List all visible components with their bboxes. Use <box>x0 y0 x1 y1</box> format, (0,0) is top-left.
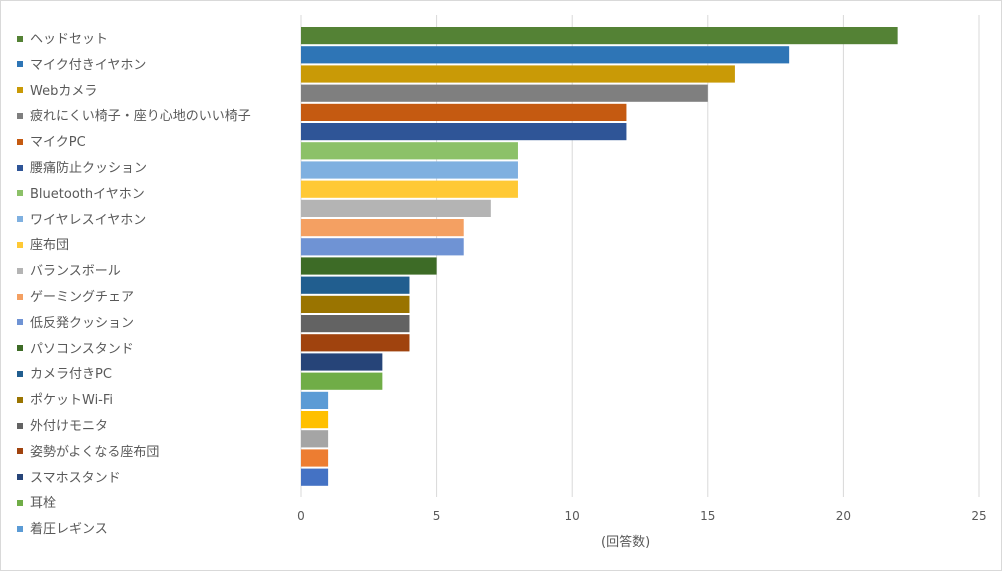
legend-item: スマホスタンド <box>17 469 121 489</box>
legend-item: パソコンスタンド <box>17 340 134 360</box>
bar <box>301 257 437 275</box>
legend-item: 低反発クッション <box>17 314 134 334</box>
legend-swatch <box>17 370 23 377</box>
bar <box>301 334 410 352</box>
legend-swatch <box>17 396 23 403</box>
legend-item: ゲーミングチェア <box>17 288 134 308</box>
legend-swatch <box>17 241 23 248</box>
legend-item: マイクPC <box>17 133 86 153</box>
bar <box>301 142 518 160</box>
legend-item: カメラ付きPC <box>17 365 112 385</box>
bar <box>301 430 329 448</box>
legend-item: 疲れにくい椅子・座り心地のいい椅子 <box>17 107 251 127</box>
legend-swatch <box>17 112 23 119</box>
x-tick-label: 15 <box>700 509 715 523</box>
legend-label: ゲーミングチェア <box>30 290 135 305</box>
legend-label: パソコンスタンド <box>30 341 134 357</box>
legend-swatch <box>17 87 23 94</box>
legend-item: Bluetoothイヤホン <box>17 185 145 205</box>
legend-item: 耳栓 <box>17 494 56 514</box>
legend-swatch <box>17 345 23 352</box>
x-tick-label: 20 <box>836 509 851 523</box>
bar <box>301 65 735 83</box>
legend-item: 座布団 <box>17 236 69 256</box>
x-tick-label: 5 <box>433 509 441 523</box>
legend-item: 着圧レギンス <box>17 520 108 540</box>
legend-label: 疲れにくい椅子・座り心地のいい椅子 <box>30 109 251 125</box>
legend-label: 座布団 <box>30 238 70 254</box>
legend-label: 低反発クッション <box>30 315 135 331</box>
legend-swatch <box>17 61 23 68</box>
legend-label: ワイヤレスイヤホン <box>30 212 147 228</box>
legend-item: 姿勢がよくなる座布団 <box>17 443 159 463</box>
legend-label: 耳栓 <box>30 496 57 512</box>
legend-swatch <box>17 422 23 429</box>
x-tick-label: 10 <box>565 509 580 523</box>
legend-swatch <box>17 525 23 532</box>
bar <box>301 199 491 217</box>
legend-label: Bluetoothイヤホン <box>30 186 145 202</box>
legend-item: ワイヤレスイヤホン <box>17 211 146 231</box>
bar <box>301 123 627 141</box>
bar <box>301 468 329 486</box>
bar <box>301 449 329 467</box>
legend-label: バランスボール <box>30 264 121 280</box>
legend-swatch <box>17 164 23 171</box>
bar <box>301 295 410 313</box>
legend-label: 腰痛防止クッション <box>30 161 148 176</box>
bar <box>301 103 627 121</box>
bar <box>301 315 410 333</box>
legend-label: 着圧レギンス <box>30 522 108 538</box>
legend-swatch <box>17 448 23 455</box>
x-tick-label: 0 <box>297 509 305 523</box>
legend-item: ポケットWi-Fi <box>17 391 113 411</box>
bar <box>301 46 790 64</box>
bar <box>301 238 464 256</box>
legend-label: ポケットWi-Fi <box>30 393 114 409</box>
legend-label: スマホスタンド <box>30 470 121 486</box>
legend-swatch <box>17 474 23 481</box>
bar <box>301 372 383 390</box>
legend-swatch <box>17 35 23 42</box>
legend-item: マイク付きイヤホン <box>17 56 146 76</box>
bar <box>301 161 518 179</box>
legend-item: ヘッドセット <box>17 30 108 50</box>
legend-label: 姿勢がよくなる座布団 <box>30 444 160 460</box>
legend-label: マイク付きイヤホン <box>30 57 147 73</box>
legend-item: バランスボール <box>17 262 121 282</box>
legend-item: 腰痛防止クッション <box>17 159 147 179</box>
legend-swatch <box>17 190 23 197</box>
legend-label: ヘッドセット <box>30 32 109 47</box>
bar <box>301 411 329 429</box>
legend-label: マイクPC <box>30 135 86 151</box>
legend-item: 外付けモニタ <box>17 417 108 437</box>
bar <box>301 27 898 45</box>
x-tick-label: 25 <box>971 509 986 523</box>
bar <box>301 276 410 294</box>
legend-item: Webカメラ <box>17 82 97 102</box>
legend-label: カメラ付きPC <box>30 367 112 383</box>
x-axis-title: (回答数) <box>601 535 651 550</box>
bar <box>301 84 708 102</box>
legend-swatch <box>17 499 23 506</box>
legend-swatch <box>17 138 23 145</box>
bar <box>301 180 518 198</box>
bar <box>301 353 383 371</box>
legend-swatch <box>17 267 23 274</box>
legend-swatch <box>17 319 23 326</box>
legend-swatch <box>17 293 23 300</box>
legend-label: Webカメラ <box>30 83 98 99</box>
bar <box>301 391 329 409</box>
legend-swatch <box>17 216 23 223</box>
legend-label: 外付けモニタ <box>30 419 109 434</box>
bar <box>301 219 464 237</box>
